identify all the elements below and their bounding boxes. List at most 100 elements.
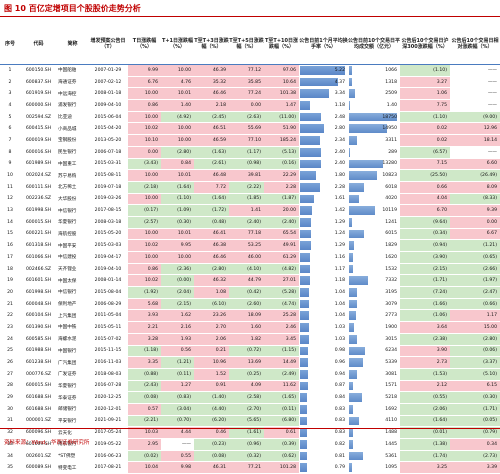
return-cell: 10.00 xyxy=(161,122,194,136)
table-row: 13 601998.SH 中信银行 2017-08-15 (0.17) (1.09) (1.… xyxy=(0,204,500,217)
turnover-bar-cell: 1.04 xyxy=(299,309,348,323)
table-row: 23 601390.SH 中国中铁 2015-05-11 2.21 2.16 2.70 1.6… xyxy=(0,321,500,334)
stock-code: 601318.SH xyxy=(20,239,57,252)
turnover-bar-cell: 0.81 xyxy=(299,450,348,463)
column-header: 序号 xyxy=(0,24,20,65)
column-header: 公告后10个交易日沪深300涨跌幅（%） xyxy=(400,24,450,65)
stock-code: 600150.SH xyxy=(20,64,57,77)
table-body: 1 600150.SH 中国船舶 2007-01-29 9.99 10.00 46.39 77… xyxy=(0,64,500,474)
return-cell: 44.79 xyxy=(229,274,264,288)
row-index: 31 xyxy=(0,415,20,428)
amount-bar-cell: 6018 xyxy=(348,181,400,194)
return-cell: (1.09) xyxy=(161,204,194,217)
stock-code: 600837.SH xyxy=(20,76,57,89)
return-cell: 10.03 xyxy=(128,426,161,439)
column-header: T至T+5日涨跌幅（%） xyxy=(229,24,264,65)
return-cell: 39.81 xyxy=(229,169,264,182)
announce-date: 2016-11-03 xyxy=(88,356,128,369)
return-cell: (1.72) xyxy=(194,204,229,217)
turnover-bar xyxy=(300,381,308,391)
cell-value: 3195 xyxy=(385,289,397,295)
stock-code: 601688.SH xyxy=(20,391,57,404)
cell-value: 1.03 xyxy=(334,324,345,330)
cell-value: 0.96 xyxy=(334,360,345,366)
figure-title: 图 10 百亿定增项目个股股价走势分析 xyxy=(4,3,141,13)
announce-date: 2013-05-20 xyxy=(88,134,128,147)
amount-bar-cell: 1066 xyxy=(348,64,400,77)
return-cell: 0.21 xyxy=(194,345,229,358)
table-row: 6 600415.SH 小商品城 2015-04-20 10.02 10.00 46.51 5… xyxy=(0,122,500,136)
return-cell: 10.02 xyxy=(128,122,161,136)
cell-value: 2.34 xyxy=(334,137,345,143)
return-cell: 65.54 xyxy=(264,228,299,241)
amount-bar-cell: 4020 xyxy=(348,193,400,206)
column-header: T至T+10日涨跌幅（%） xyxy=(264,24,299,65)
return-cell: (0.01) xyxy=(400,426,450,439)
return-cell: 10.02 xyxy=(128,274,161,288)
cell-value: 1318 xyxy=(385,79,397,85)
amount-bar xyxy=(349,101,351,110)
stock-name: 特变电工 xyxy=(57,461,88,474)
turnover-bar xyxy=(300,346,309,356)
stock-code: 600048.SH xyxy=(20,298,57,311)
return-cell: 6.70 xyxy=(400,204,450,217)
return-cell: 7.72 xyxy=(194,181,229,194)
stock-code: 000776.SZ xyxy=(20,368,57,381)
turnover-bar-cell: 2.48 xyxy=(299,111,348,124)
turnover-bar xyxy=(300,112,322,122)
cell-value: 1.24 xyxy=(334,231,345,237)
amount-bar xyxy=(349,323,354,332)
return-cell: 101.38 xyxy=(264,87,299,101)
return-cell: (2.58) xyxy=(229,391,264,404)
amount-bar-cell: 4110 xyxy=(348,415,400,428)
amount-bar xyxy=(349,311,357,321)
return-cell: (1.64) xyxy=(161,181,194,194)
return-cell: 0.02 xyxy=(400,134,450,147)
turnover-bar-cell: 1.04 xyxy=(299,286,348,299)
return-cell: 1.60 xyxy=(229,321,264,334)
return-cell: 77.12 xyxy=(229,64,264,77)
stock-code: 600221.SH xyxy=(20,228,57,241)
announce-date: 2011-05-04 xyxy=(88,309,128,323)
cell-value: 1445 xyxy=(385,441,397,447)
announce-date: 2015-11-15 xyxy=(88,345,128,358)
cell-value: 4.37 xyxy=(334,79,345,85)
cell-value: 13280 xyxy=(382,161,397,167)
stock-code: 600111.SH xyxy=(20,181,57,194)
stock-name: 中信银行 xyxy=(57,286,88,299)
table-row: 31 000001.SZ 平安银行 2021-09-21 (2.21) (0.70) (6.… xyxy=(0,415,500,428)
turnover-bar xyxy=(300,393,308,402)
return-cell: 13.69 xyxy=(229,356,264,369)
return-cell: 53.25 xyxy=(229,239,264,252)
turnover-bar xyxy=(300,217,312,227)
announce-date: 2019-04-10 xyxy=(88,263,128,276)
announce-date: 2019-07-18 xyxy=(88,181,128,194)
row-index: 28 xyxy=(0,380,20,393)
row-index: 5 xyxy=(0,111,20,124)
return-cell: 6.67 xyxy=(450,228,500,241)
return-cell: (26.49) xyxy=(450,169,500,182)
amount-bar xyxy=(349,334,357,344)
announce-date: 2017-08-15 xyxy=(88,204,128,217)
amount-bar xyxy=(349,217,353,227)
table-row: 7 600019.SH 宝钢股份 2013-05-20 10.10 10.00 46.59 7… xyxy=(0,134,500,147)
turnover-bar-cell: 0.94 xyxy=(299,368,348,381)
stock-name: 华夏银行 xyxy=(57,380,88,393)
return-cell: (11.00) xyxy=(264,111,299,124)
turnover-bar xyxy=(300,194,314,204)
return-cell: (1.85) xyxy=(229,193,264,206)
return-cell: (2.66) xyxy=(450,263,500,276)
row-index: 32 xyxy=(0,426,20,439)
return-cell: (4.74) xyxy=(264,298,299,311)
cell-value: 6018 xyxy=(385,184,397,190)
amount-bar-cell: 3311 xyxy=(348,134,400,147)
turnover-bar-cell: 0.87 xyxy=(299,380,348,393)
amount-bar-cell: 1620 xyxy=(348,251,400,264)
return-cell: 14.49 xyxy=(264,356,299,369)
table-row: 16 601318.SH 中国平安 2015-03-03 10.02 9.95 46.38 5… xyxy=(0,239,500,252)
amount-bar xyxy=(349,451,363,461)
return-cell: 3.93 xyxy=(128,309,161,323)
return-cell: 3.27 xyxy=(400,76,450,89)
turnover-bar-cell: 0.79 xyxy=(299,461,348,474)
return-cell: (25.50) xyxy=(400,169,450,182)
